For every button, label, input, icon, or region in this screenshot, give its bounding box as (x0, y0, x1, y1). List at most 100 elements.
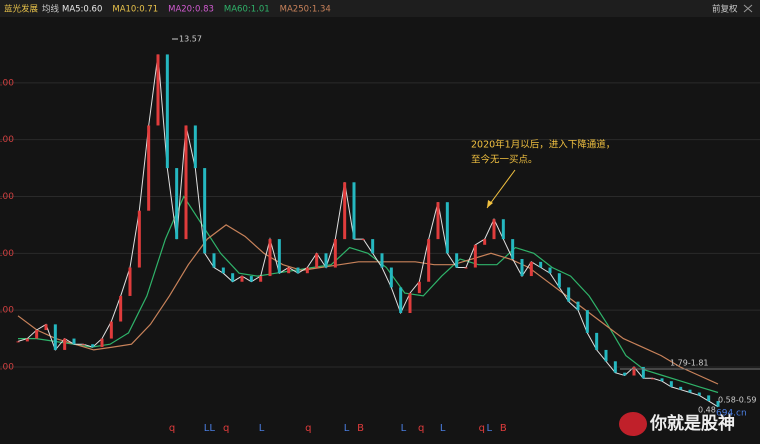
candle (35, 330, 39, 339)
candle (268, 239, 272, 277)
signal: L (487, 423, 493, 434)
candle (156, 54, 160, 126)
header: 蓝光发展 均线 前复权 MA5:0.60 MA10:0.71 MA20:0.83 MA… (4, 4, 738, 15)
candle (305, 267, 309, 274)
y-tick-label: 10.00 (0, 135, 14, 145)
candle (81, 344, 85, 346)
candle (324, 253, 328, 268)
candle (296, 267, 300, 274)
annotation: 0.58-0.59 (718, 396, 757, 405)
settings-icon[interactable] (743, 4, 753, 13)
candle (147, 125, 151, 211)
header-bar (0, 0, 760, 17)
legend-entry: MA20:0.83 (168, 5, 214, 15)
candle (483, 239, 487, 245)
candle (333, 239, 337, 268)
watermark-logo (619, 412, 647, 436)
signal: LL (204, 423, 216, 434)
candle (436, 202, 440, 240)
adjust-label[interactable]: 前复权 (712, 4, 738, 15)
legend-entry: MA60:1.01 (224, 5, 270, 15)
candle (539, 261, 543, 268)
candle (501, 219, 505, 240)
candle (529, 261, 533, 277)
annotation: 13.57 (179, 35, 202, 44)
signal: B (357, 423, 364, 434)
y-tick-label: 8.00 (0, 192, 14, 202)
candle (651, 378, 655, 380)
line (18, 195, 719, 394)
signal: q (223, 423, 229, 434)
annotation: 0.48 (698, 406, 716, 415)
candle (613, 361, 617, 373)
candle (697, 392, 701, 396)
candle (445, 202, 449, 254)
candle (595, 332, 599, 350)
candle (511, 239, 515, 260)
candle (193, 125, 197, 169)
signal: q (169, 423, 175, 434)
ma-label[interactable]: 均线 (42, 4, 60, 15)
candle (231, 273, 235, 282)
candle (679, 386, 683, 390)
candle (240, 276, 244, 282)
candle (585, 310, 589, 333)
candle (109, 321, 113, 339)
annotation: 1.79-1.81 (670, 359, 709, 368)
line (17, 54, 719, 408)
signal: L (259, 423, 265, 434)
candle (119, 295, 123, 322)
candle (408, 293, 412, 313)
annotation-arrow (486, 169, 516, 209)
candle (91, 344, 95, 348)
signal: q (305, 423, 311, 434)
candle (53, 324, 57, 350)
candle (184, 125, 188, 240)
candle (492, 219, 496, 240)
candle (63, 338, 67, 350)
candle (175, 168, 179, 240)
signal: q (479, 423, 485, 434)
candle (128, 267, 132, 296)
candle (44, 324, 48, 331)
candle (352, 182, 356, 240)
signal: L (401, 423, 407, 434)
y-tick-label: 12.00 (0, 78, 14, 88)
candle (716, 401, 720, 407)
candle (604, 349, 608, 362)
candle (203, 168, 207, 254)
candle (669, 381, 673, 387)
candle (343, 182, 347, 240)
candle (315, 253, 319, 268)
candle (548, 267, 552, 274)
annotation: 至今无一买点。 (471, 154, 538, 166)
candle (287, 267, 291, 274)
candle (25, 338, 29, 342)
candle (707, 395, 711, 402)
candle (623, 372, 627, 376)
watermark: 694.cn (716, 409, 747, 419)
candle (72, 338, 76, 345)
candle (688, 389, 692, 393)
candle (389, 267, 393, 288)
y-tick-label: 2.00 (0, 362, 14, 372)
candle (417, 281, 421, 294)
candle (165, 54, 169, 169)
y-tick-label: 4.00 (0, 306, 14, 316)
candle (641, 366, 645, 379)
candle (660, 378, 664, 382)
candle (277, 239, 281, 274)
candle (464, 267, 468, 269)
candle (212, 253, 216, 268)
line (17, 224, 719, 385)
signal: L (440, 423, 446, 434)
legend-entry: MA10:0.71 (112, 5, 158, 15)
candle (100, 338, 104, 348)
candle (371, 239, 375, 254)
candle (249, 276, 253, 282)
candle (221, 267, 225, 274)
watermark: 你就是股神 (649, 413, 735, 434)
candle (16, 341, 20, 343)
legend-entry: MA5:0.60 (62, 5, 102, 15)
